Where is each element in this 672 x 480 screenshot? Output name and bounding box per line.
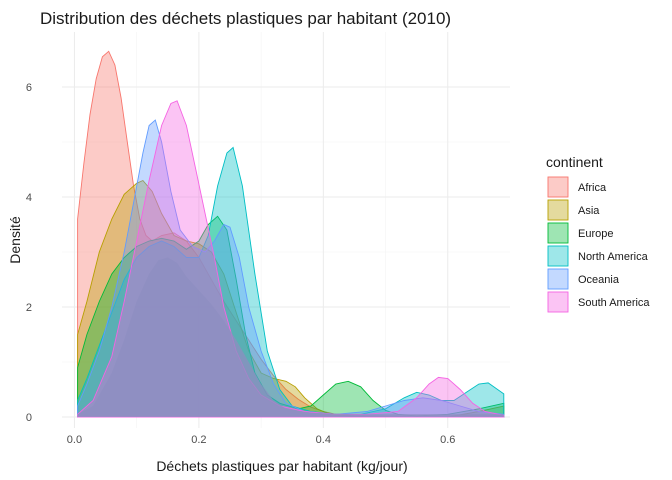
- x-axis-ticks: 0.0 0.2 0.4 0.6: [67, 434, 456, 446]
- x-axis-title: Déchets plastiques par habitant (kg/jour…: [156, 458, 407, 474]
- legend-key-bg-africa: [547, 176, 569, 198]
- y-axis-title: Densité: [7, 216, 23, 264]
- legend-label-europe: Europe: [578, 228, 613, 240]
- legend-key-south-america: [547, 291, 569, 313]
- legend-key-bg-asia: [547, 199, 569, 221]
- legend-key-bg-oceania: [547, 268, 569, 290]
- legend-title: continent: [546, 154, 603, 170]
- legend-label-africa: Africa: [578, 182, 607, 194]
- y-axis-ticks: 0 2 4 6: [26, 82, 32, 424]
- x-tick-label: 0.4: [316, 434, 331, 446]
- legend-label-south-america: South America: [578, 297, 650, 309]
- legend-key-asia: [547, 199, 569, 221]
- legend-key-europe: [547, 222, 569, 244]
- legend-key-bg-south-america: [547, 291, 569, 313]
- legend-key-north-america: [547, 245, 569, 267]
- density-series-group: [77, 50, 505, 418]
- legend-label-asia: Asia: [578, 205, 600, 217]
- legend-key-bg-north-america: [547, 245, 569, 267]
- legend: continent Africa Asia Europe North America O…: [546, 154, 650, 313]
- x-tick-label: 0.6: [440, 434, 455, 446]
- legend-key-africa: [547, 176, 569, 198]
- y-tick-label: 2: [26, 302, 32, 314]
- x-tick-label: 0.2: [191, 434, 206, 446]
- y-tick-label: 4: [26, 192, 32, 204]
- density-area-unlabeled: [77, 257, 504, 417]
- legend-label-oceania: Oceania: [578, 274, 620, 286]
- legend-key-bg-europe: [547, 222, 569, 244]
- y-tick-label: 6: [26, 82, 32, 94]
- legend-key-oceania: [547, 268, 569, 290]
- chart-title: Distribution des déchets plastiques par …: [40, 9, 451, 28]
- y-tick-label: 0: [26, 412, 32, 424]
- x-tick-label: 0.0: [67, 434, 82, 446]
- legend-label-north-america: North America: [578, 251, 649, 263]
